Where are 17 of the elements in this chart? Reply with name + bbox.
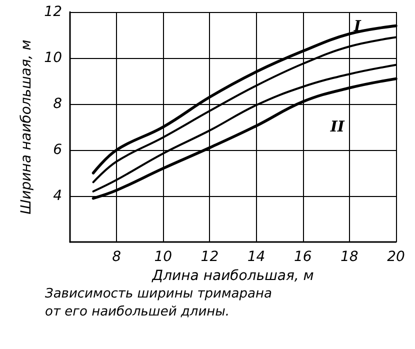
y-tick-label: 6: [53, 142, 62, 158]
x-tick-label: 18: [340, 249, 358, 265]
x-tick-label: 16: [294, 249, 312, 265]
y-tick-label: 10: [44, 50, 62, 66]
x-tick-label: 12: [200, 249, 219, 265]
y-tick-label: 4: [53, 188, 62, 204]
x-tick-label: 14: [247, 249, 266, 265]
text: II: [329, 118, 346, 136]
series-label: I: [352, 17, 362, 35]
x-tick-label: 8: [112, 249, 122, 265]
x-tick-label: 10: [154, 249, 172, 265]
y-axis-title: Ширина наибольшая, м: [18, 39, 34, 214]
x-tick-label: 20: [387, 249, 405, 265]
y-tick-label: 12: [44, 4, 62, 20]
text: Зависимость ширины тримарана от его наибольшей длины.: [45, 286, 276, 320]
y-tick-label: 8: [53, 96, 62, 112]
x-axis-title: Длина наибольшая, м: [151, 268, 314, 284]
